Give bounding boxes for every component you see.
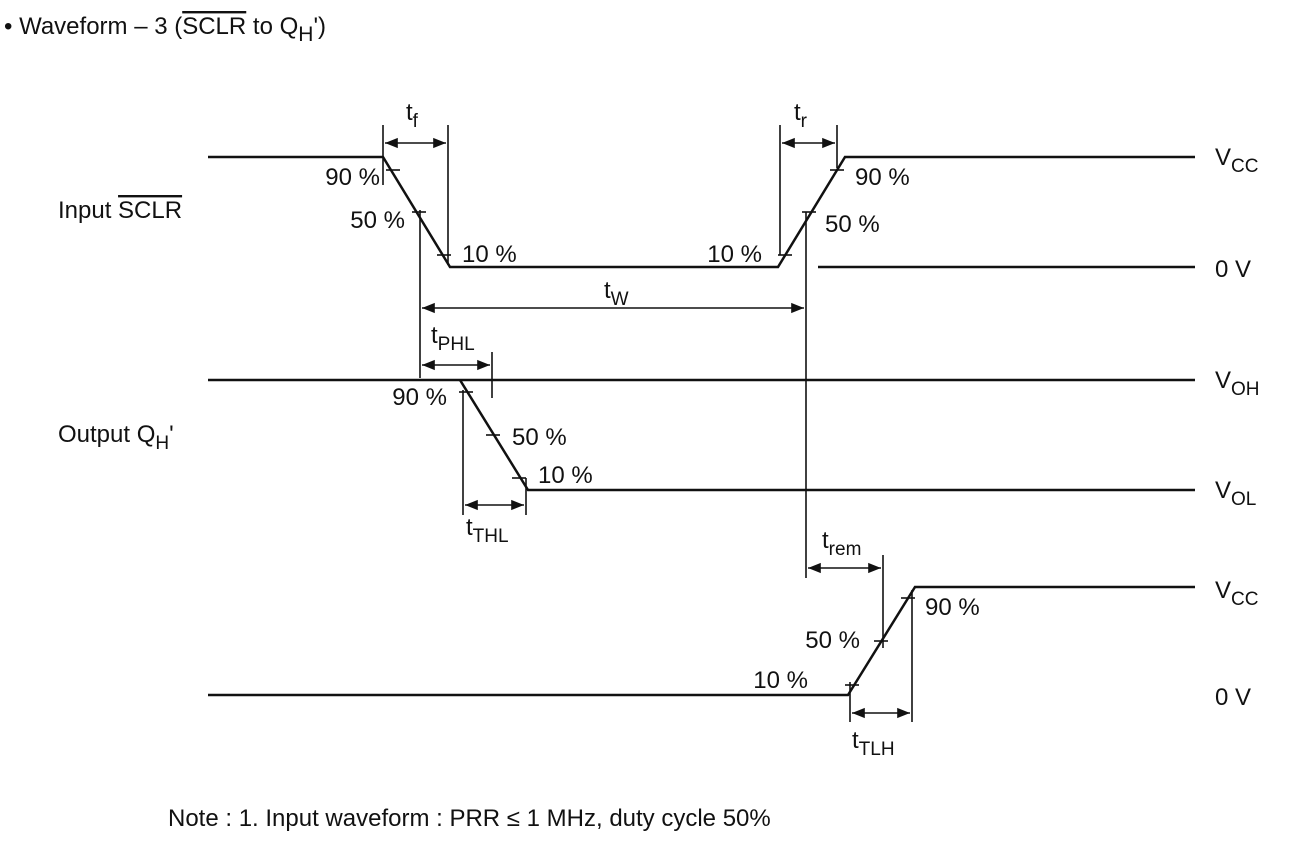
signal-label: Output QH': [58, 421, 174, 454]
level-label: VOL: [1215, 477, 1256, 510]
timing-label-part: t: [466, 514, 473, 541]
percent-label: 50 %: [512, 424, 567, 451]
percent-label: 50 %: [805, 627, 860, 654]
output-waveform: [458, 379, 1195, 492]
timing-label-part: THL: [473, 526, 509, 547]
level-label: 0 V: [1215, 684, 1251, 711]
input-waveform: [208, 155, 1195, 269]
signal-label: Input SCLR: [58, 197, 182, 224]
percent-label: 50 %: [350, 207, 405, 234]
signal-label-part: Output Q: [58, 421, 155, 448]
percent-label: 90 %: [855, 164, 910, 191]
level-label: VCC: [1215, 144, 1258, 177]
level-label-part: V: [1215, 577, 1231, 604]
level-label-part: OH: [1231, 379, 1260, 400]
timing-label: tW: [604, 277, 629, 310]
percent-label: 10 %: [538, 462, 593, 489]
timing-label-part: t: [794, 99, 801, 126]
percent-label: 10 %: [462, 241, 517, 268]
level-label-part: 0 V: [1215, 684, 1251, 711]
percent-label: 90 %: [325, 164, 380, 191]
timing-label: tPHL: [431, 322, 475, 355]
title-part: H: [298, 23, 313, 46]
title-part: SCLR: [182, 13, 246, 40]
percent-label: 10 %: [707, 241, 762, 268]
title: • Waveform – 3 (SCLR to QH'): [4, 13, 326, 46]
timing-label-part: t: [406, 99, 413, 126]
signal-label-part: ': [169, 421, 174, 448]
timing-label-part: t: [604, 277, 611, 304]
title-part: • Waveform – 3 (: [4, 13, 182, 40]
signal-label-part: Input: [58, 197, 118, 224]
level-label: VOH: [1215, 367, 1260, 400]
level-label-part: OL: [1231, 489, 1256, 510]
percent-ticks: [386, 169, 915, 686]
level-label: 0 V: [1215, 256, 1251, 283]
level-label-part: V: [1215, 477, 1231, 504]
title-part: '): [313, 13, 326, 40]
signal-label-part: SCLR: [118, 197, 182, 224]
timing-label-part: r: [801, 111, 808, 132]
note: Note : 1. Input waveform : PRR ≤ 1 MHz, …: [168, 805, 771, 832]
level-label-part: CC: [1231, 156, 1258, 177]
timing-label-part: rem: [829, 539, 862, 560]
timing-label: tf: [406, 99, 419, 132]
level-label-part: V: [1215, 367, 1231, 394]
level-label-part: 0 V: [1215, 256, 1251, 283]
timing-label-part: t: [852, 727, 859, 754]
timing-label-part: W: [611, 289, 629, 310]
timing-label-part: f: [413, 111, 419, 132]
title-part: to Q: [246, 13, 298, 40]
percent-label: 50 %: [825, 211, 880, 238]
dimension-lines: [382, 125, 913, 722]
timing-label-part: t: [431, 322, 438, 349]
percent-label: 10 %: [753, 667, 808, 694]
level-label-part: V: [1215, 144, 1231, 171]
level-label-part: CC: [1231, 589, 1258, 610]
timing-label: trem: [822, 527, 861, 560]
level-label: VCC: [1215, 577, 1258, 610]
percent-label: 90 %: [392, 384, 447, 411]
timing-label: tTLH: [852, 727, 895, 760]
timing-label-part: PHL: [438, 334, 475, 355]
timing-label: tr: [794, 99, 808, 132]
signal-label-part: H: [155, 433, 169, 454]
percent-label: 90 %: [925, 594, 980, 621]
timing-label-part: TLH: [859, 739, 895, 760]
timing-label-part: t: [822, 527, 829, 554]
timing-label: tTHL: [466, 514, 509, 547]
